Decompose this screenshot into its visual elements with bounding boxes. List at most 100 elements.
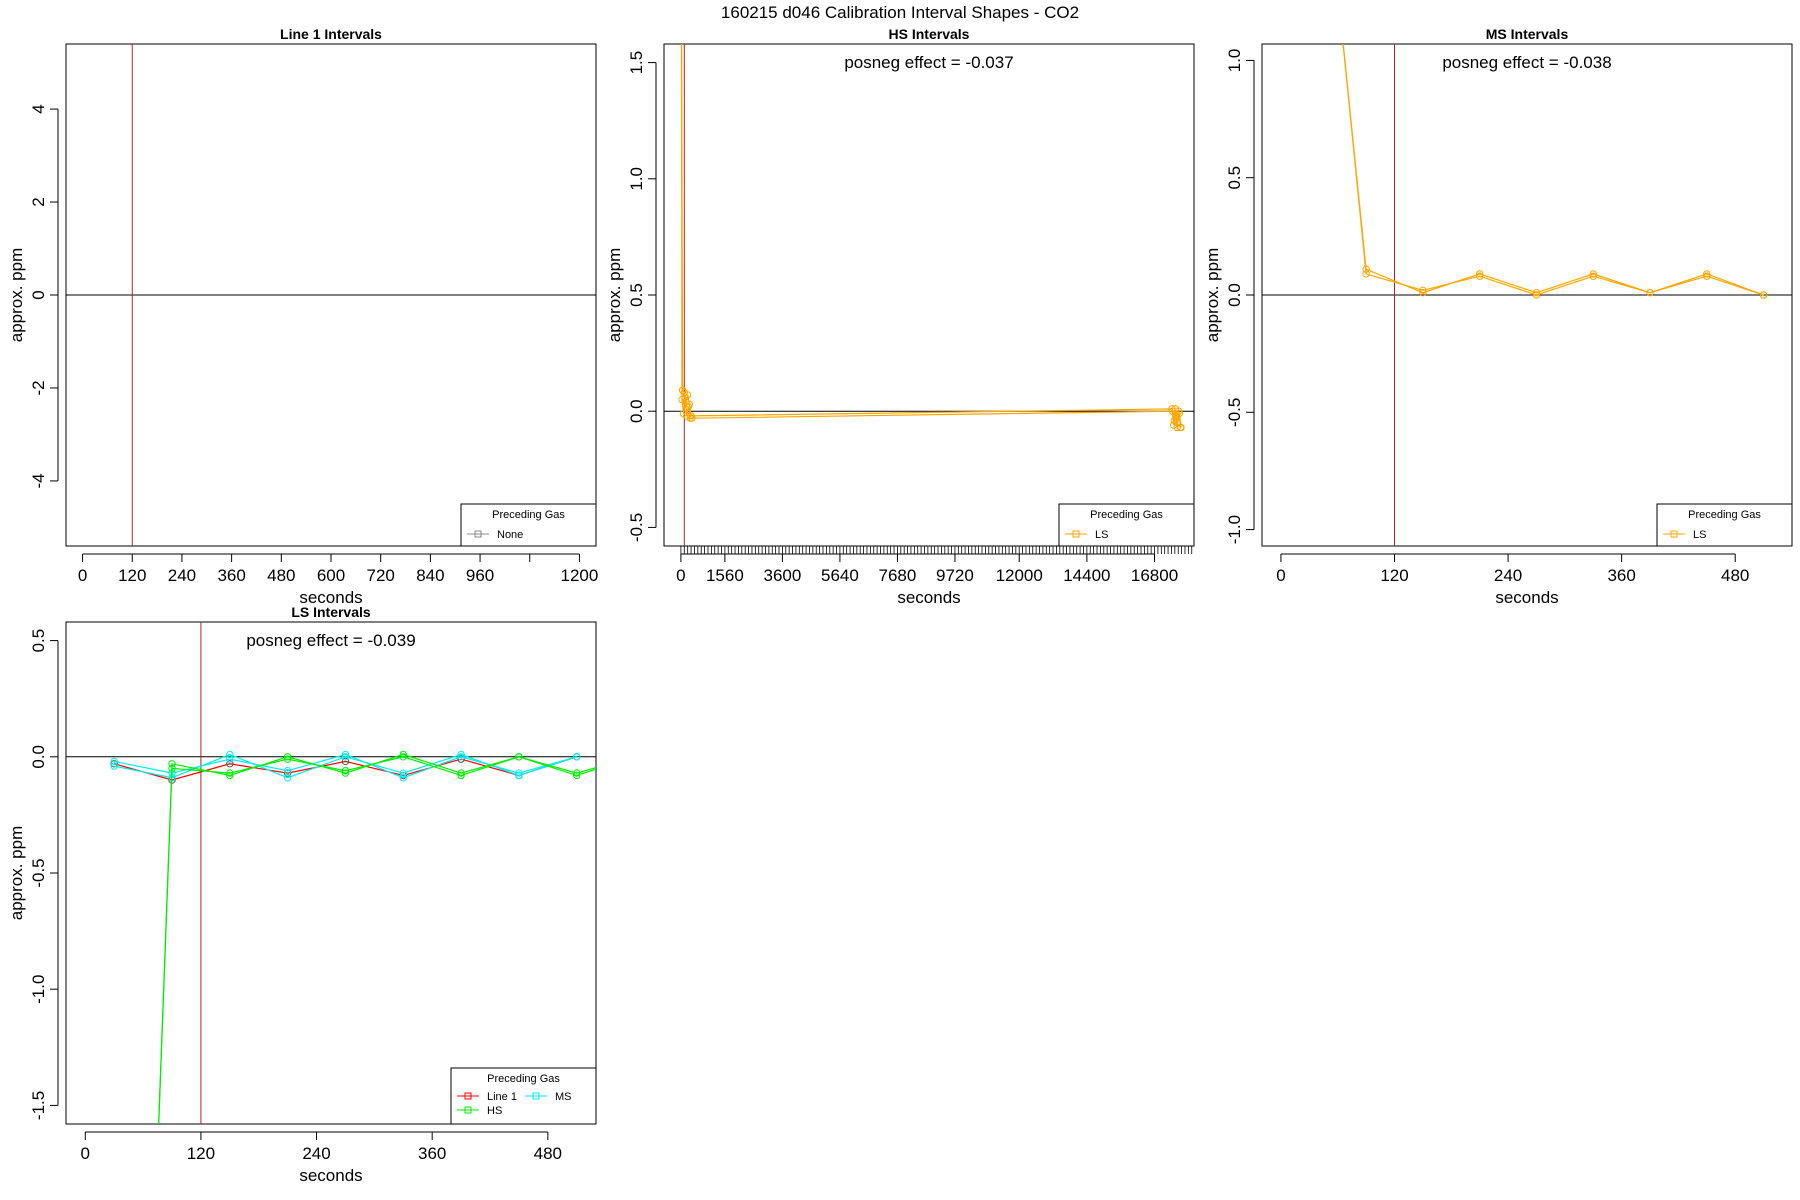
data-point — [283, 753, 292, 761]
x-tick-label: 14400 — [1063, 566, 1110, 585]
x-tick-label: 5640 — [821, 566, 859, 585]
legend-swatch-marker — [1072, 530, 1080, 538]
x-axis-label: seconds — [1495, 588, 1558, 607]
y-axis-label: approx. ppm — [605, 248, 624, 343]
y-tick-label: -4 — [29, 473, 48, 488]
x-tick-label: 480 — [534, 1144, 562, 1163]
y-tick-label: -2 — [29, 380, 48, 395]
y-tick-label: 0.0 — [1225, 283, 1244, 307]
x-tick-label: 9720 — [936, 566, 974, 585]
x-axis-label: seconds — [299, 1166, 362, 1185]
y-tick-label: 0.0 — [29, 745, 48, 769]
data-point — [1703, 272, 1711, 280]
x-tick-label: 240 — [302, 1144, 330, 1163]
x-tick-label: 240 — [168, 566, 196, 585]
legend-entry-line-1: Line 1 — [487, 1091, 517, 1103]
y-tick-label: -1.0 — [1225, 515, 1244, 544]
legend-entry-ms: MS — [555, 1091, 572, 1103]
data-point — [283, 767, 292, 775]
plot-area — [66, 622, 637, 1124]
x-tick-label: 360 — [217, 566, 245, 585]
data-point — [168, 764, 176, 773]
data-point — [515, 769, 523, 777]
data-point — [1177, 423, 1185, 432]
data-point — [399, 771, 407, 780]
plot-frame — [663, 43, 1195, 547]
chart-panel-4: LS Intervals 0 120 240 360 480 seconds -1.5 -1.0… — [7, 604, 637, 1185]
data-point — [341, 753, 350, 761]
y-axis-label: approx. ppm — [1203, 248, 1222, 343]
y-tick-label: 0.5 — [627, 283, 646, 307]
x-tick-label: 960 — [466, 566, 494, 585]
data-point — [631, 754, 637, 760]
data-point — [1175, 409, 1184, 418]
y-tick-label: -0.5 — [627, 513, 646, 542]
data-point — [110, 762, 118, 770]
data-point — [341, 767, 350, 775]
data-point — [684, 402, 693, 411]
y-tick-label: 0.5 — [29, 629, 48, 653]
y-tick-label: -0.5 — [29, 858, 48, 887]
x-tick-label: 0 — [676, 566, 685, 585]
x-tick-label: 0 — [78, 566, 87, 585]
data-point — [515, 771, 523, 780]
x-tick-label: 0 — [1276, 566, 1285, 585]
data-point — [226, 750, 234, 759]
x-tick-label: 120 — [1380, 566, 1408, 585]
legend-box — [460, 503, 597, 547]
plot-area — [66, 44, 596, 546]
data-point — [1589, 270, 1597, 278]
data-point — [341, 750, 350, 759]
data-point — [283, 774, 292, 782]
data-point — [399, 750, 407, 759]
data-point — [110, 757, 118, 766]
y-tick-label: 4 — [29, 104, 48, 113]
legend-title: Preceding Gas — [1090, 509, 1163, 521]
data-point — [457, 755, 465, 763]
posneg-annotation: posneg effect = -0.037 — [844, 53, 1013, 72]
data-point — [683, 391, 692, 399]
legend-swatch-marker — [474, 530, 482, 538]
x-tick-label: 0 — [81, 1144, 90, 1163]
x-tick-label: 480 — [267, 566, 295, 585]
y-tick-label: 0 — [29, 290, 48, 299]
data-point — [573, 753, 581, 761]
data-point — [1532, 288, 1541, 297]
y-tick-label: 1.0 — [1225, 49, 1244, 73]
data-point — [110, 760, 118, 768]
y-tick-label: -1.0 — [29, 975, 48, 1004]
data-point — [226, 769, 234, 777]
data-point — [573, 771, 581, 780]
x-tick-label: 16800 — [1131, 566, 1178, 585]
legend: Preceding Gas LS — [1058, 503, 1195, 547]
series-line-ms — [114, 753, 577, 779]
data-point — [399, 774, 407, 782]
data-point — [226, 760, 234, 768]
panel-title: HS Intervals — [889, 26, 970, 42]
panel-title: MS Intervals — [1486, 26, 1569, 42]
panel-title: Line 1 Intervals — [280, 26, 382, 42]
figure-title: 160215 d046 Calibration Interval Shapes … — [721, 3, 1079, 22]
legend: Preceding Gas None — [460, 503, 597, 547]
data-point — [341, 769, 350, 777]
legend-entry-ls: LS — [1095, 529, 1108, 541]
data-point — [1475, 272, 1484, 280]
legend-box — [1656, 503, 1793, 547]
plot-area — [1262, 44, 1792, 546]
legend-entry-hs: HS — [487, 1105, 502, 1117]
data-point — [399, 753, 407, 761]
legend-swatch-marker — [1670, 530, 1678, 538]
y-axis-label: approx. ppm — [7, 248, 26, 343]
data-point — [283, 755, 292, 763]
y-tick-label: -1.5 — [29, 1091, 48, 1120]
data-point — [1532, 291, 1541, 299]
data-point — [1475, 270, 1484, 278]
data-point — [168, 760, 176, 768]
data-point — [1419, 288, 1427, 297]
data-point — [457, 750, 465, 759]
chart-panel-3: MS Intervals 0 120 240 360 480 seconds -1.0 -0.5… — [1203, 26, 1793, 607]
data-point — [573, 769, 581, 777]
x-tick-label: 840 — [416, 566, 444, 585]
